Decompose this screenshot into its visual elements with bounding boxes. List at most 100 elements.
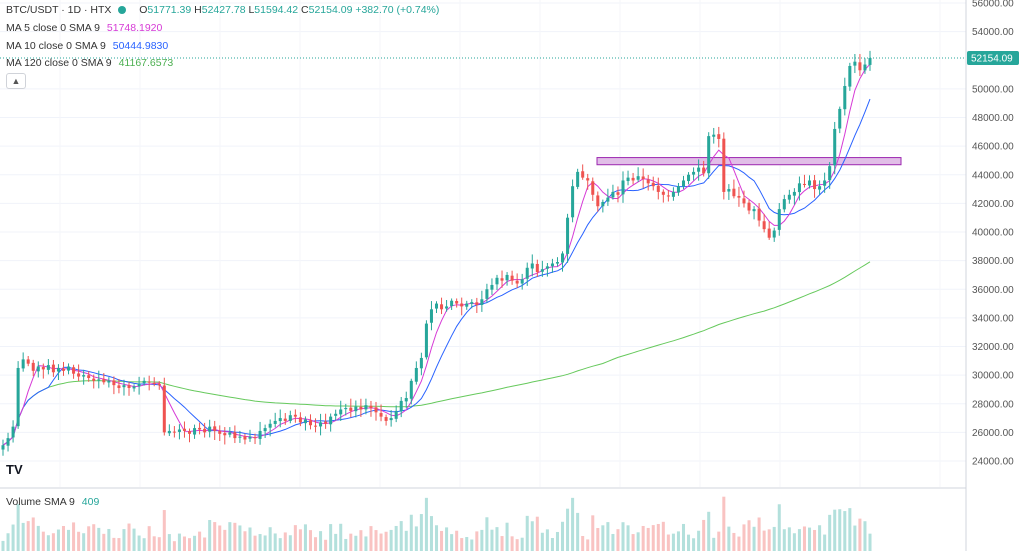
candle	[208, 419, 212, 438]
volume-bar	[263, 535, 267, 551]
candle	[72, 364, 76, 379]
candle	[540, 260, 544, 277]
volume-bar	[576, 512, 580, 551]
volume-bar	[409, 514, 413, 551]
volume-bar	[298, 529, 302, 551]
ma10-value: 50444.9830	[112, 40, 169, 52]
volume-bar	[586, 539, 590, 551]
candle	[92, 374, 96, 389]
ma120-label[interactable]: MA 120 close 0 SMA 9	[6, 57, 112, 69]
candle	[757, 203, 761, 227]
volume-bar	[747, 520, 751, 551]
candle	[661, 189, 665, 203]
volume-bar	[303, 524, 307, 551]
candle	[591, 177, 595, 201]
candle	[82, 369, 86, 385]
symbol-header[interactable]: BTC/USDT · 1D · HTX O51771.39 H52427.78 …	[6, 4, 439, 16]
candle	[752, 206, 756, 220]
volume-bar	[384, 531, 388, 551]
ma120-legend[interactable]: MA 120 close 0 SMA 9 41167.6573	[6, 57, 173, 69]
candle	[480, 290, 484, 312]
volume-bar	[213, 522, 217, 551]
volume-bar	[434, 525, 439, 551]
volume-bar	[863, 521, 867, 551]
volume-bar	[308, 530, 312, 551]
candle	[273, 412, 277, 428]
volume-bar	[561, 521, 565, 551]
volume-bar	[117, 538, 121, 551]
tradingview-logo[interactable]: TV	[6, 462, 23, 477]
volume-bar	[566, 508, 570, 551]
volume-bar	[1, 540, 5, 551]
volume-bar	[31, 517, 35, 551]
candle	[102, 373, 106, 385]
candle	[762, 213, 766, 233]
price-tick-label: 34000.00	[972, 313, 1014, 324]
volume-bar	[399, 521, 403, 551]
volume-bar	[258, 534, 262, 551]
candle	[198, 422, 202, 435]
candle	[107, 377, 111, 388]
volume-bar	[359, 530, 363, 551]
volume-bar	[515, 539, 519, 551]
candle	[651, 176, 655, 191]
candle	[112, 376, 116, 395]
volume-bar	[132, 528, 136, 551]
symbol-title[interactable]: BTC/USDT · 1D · HTX	[6, 4, 112, 16]
candle	[853, 54, 857, 74]
volume-bar	[661, 521, 665, 551]
volume-bar	[374, 530, 378, 551]
candle	[308, 414, 312, 430]
candle	[525, 262, 529, 286]
volume-bar	[102, 533, 106, 551]
volume-bars	[1, 496, 872, 551]
volume-bar	[56, 529, 60, 551]
volume-bar	[868, 533, 872, 551]
volume-bar	[581, 536, 585, 551]
candle	[359, 398, 363, 417]
volume-legend[interactable]: Volume SMA 9 409	[6, 496, 99, 508]
volume-bar	[36, 525, 40, 551]
volume-bar	[601, 525, 605, 551]
volume-label[interactable]: Volume SMA 9	[6, 496, 75, 508]
candle	[429, 301, 433, 331]
volume-bar	[450, 534, 454, 551]
volume-bar	[82, 533, 86, 551]
volume-bar	[107, 528, 111, 551]
volume-bar	[762, 530, 766, 551]
candle	[797, 176, 801, 201]
volume-bar	[535, 516, 539, 551]
volume-bar	[495, 527, 499, 551]
volume-bar	[530, 521, 534, 551]
volume-bar	[177, 533, 181, 551]
candle	[399, 397, 403, 418]
candle	[485, 283, 489, 303]
volume-bar	[288, 535, 292, 551]
ma5-legend[interactable]: MA 5 close 0 SMA 9 51748.1920	[6, 22, 162, 34]
candle	[460, 297, 464, 316]
price-axis[interactable]: 24000.00 26000.00 28000.00 30000.00 32000.00…	[972, 0, 1014, 468]
collapse-legend-button[interactable]: ▲	[6, 73, 26, 89]
candle	[465, 300, 469, 310]
volume-bar	[41, 531, 45, 551]
candle	[636, 167, 640, 182]
volume-bar	[616, 529, 620, 551]
ma10-label[interactable]: MA 10 close 0 SMA 9	[6, 40, 106, 52]
volume-bar	[369, 526, 373, 551]
candle	[97, 370, 101, 389]
candle	[807, 175, 812, 189]
candle	[11, 420, 15, 443]
candle	[137, 376, 141, 395]
volume-bar	[626, 525, 630, 551]
volume-bar	[268, 527, 272, 551]
candle	[303, 416, 307, 431]
ma5-label[interactable]: MA 5 close 0 SMA 9	[6, 22, 100, 34]
volume-bar	[843, 511, 847, 551]
candle	[470, 299, 474, 309]
candle	[21, 352, 25, 372]
ma10-legend[interactable]: MA 10 close 0 SMA 9 50444.9830	[6, 40, 168, 52]
price-tick-label: 56000.00	[972, 0, 1014, 10]
candle	[687, 172, 691, 185]
candle	[228, 427, 232, 438]
